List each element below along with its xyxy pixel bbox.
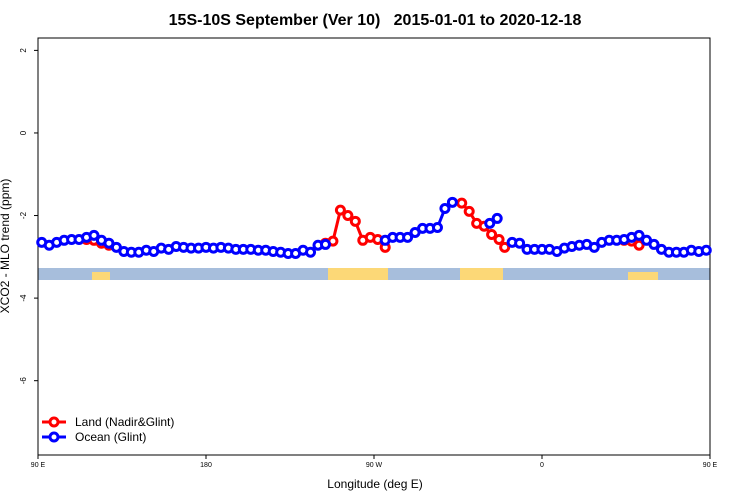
x-tick-label: 90 W	[366, 462, 383, 469]
legend-label: Land (Nadir&Glint)	[75, 415, 174, 429]
x-axis-label: Longitude (deg E)	[327, 477, 422, 491]
data-point	[342, 210, 354, 222]
y-tick-label: -4	[19, 294, 28, 302]
y-tick-label: -6	[19, 377, 28, 385]
data-point	[431, 222, 443, 234]
data-point	[484, 217, 496, 229]
y-tick-label: 2	[19, 48, 28, 53]
data-point	[491, 212, 503, 224]
data-point	[700, 244, 712, 256]
data-point	[514, 237, 526, 249]
x-tick-label: 90 E	[703, 462, 718, 469]
data-point	[499, 241, 511, 253]
x-tick-label: 0	[540, 462, 544, 469]
data-point	[633, 229, 645, 241]
data-point	[648, 238, 660, 250]
x-tick-label: 90 E	[31, 462, 46, 469]
data-point	[349, 215, 361, 227]
land-band	[92, 272, 110, 280]
data-point	[456, 197, 468, 209]
land-band	[628, 272, 658, 280]
chart-title: 15S-10S September (Ver 10) 2015-01-01 to…	[169, 12, 582, 29]
data-point	[486, 229, 498, 241]
surface-mask	[38, 268, 710, 280]
land-band	[460, 268, 503, 280]
land-band	[328, 268, 388, 280]
data-point	[463, 205, 475, 217]
data-point	[588, 241, 600, 253]
data-point	[319, 238, 331, 250]
x-tick-label: 180	[200, 462, 212, 469]
data-point	[493, 233, 505, 245]
data-point	[334, 204, 346, 216]
data-point	[439, 203, 451, 215]
data-point	[633, 239, 645, 251]
data-point	[305, 246, 317, 258]
legend-label: Ocean (Glint)	[75, 430, 146, 444]
y-axis-label: XCO2 - MLO trend (ppm)	[0, 179, 12, 314]
legend-marker	[48, 416, 60, 428]
data-point	[402, 231, 414, 243]
y-tick-label: 0	[19, 130, 28, 135]
data-point	[88, 229, 100, 241]
y-tick-label: -2	[19, 211, 28, 219]
legend-marker	[48, 431, 60, 443]
legend: Land (Nadir&Glint)Ocean (Glint)	[42, 415, 174, 444]
data-point	[446, 196, 458, 208]
